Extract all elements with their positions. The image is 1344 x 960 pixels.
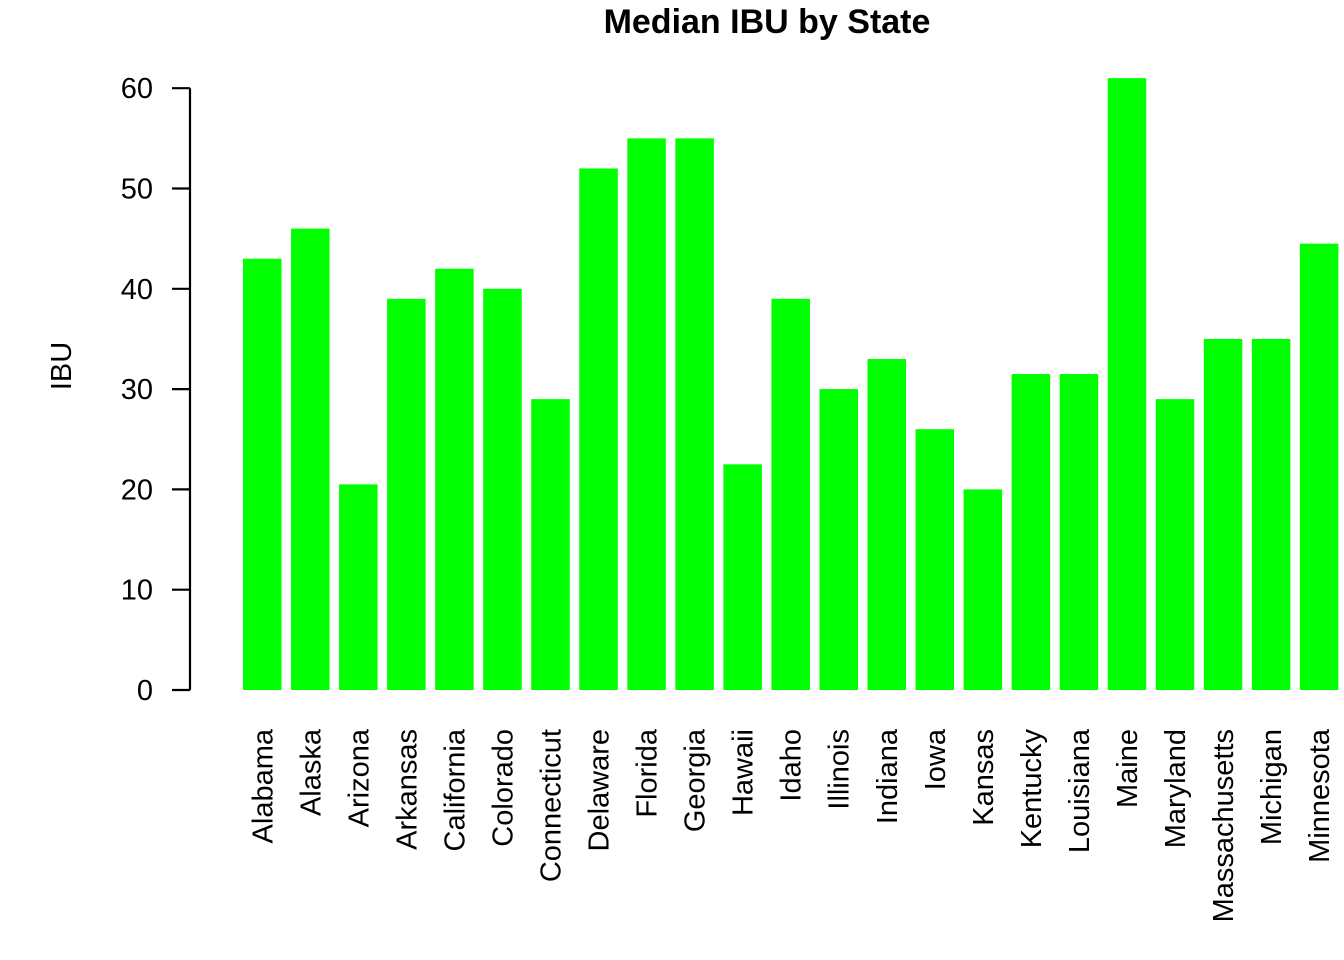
x-tick-label: Connecticut bbox=[535, 729, 567, 882]
bar-california bbox=[435, 268, 474, 690]
x-tick-label: Idaho bbox=[776, 729, 808, 802]
x-tick-label: Hawaii bbox=[728, 729, 760, 816]
bar-maine bbox=[1107, 78, 1147, 691]
y-tick-label: 10 bbox=[121, 575, 153, 607]
x-tick-label: Arkansas bbox=[391, 729, 423, 850]
x-tick-label: Alabama bbox=[247, 728, 279, 843]
x-tick-label: Georgia bbox=[680, 728, 712, 832]
x-tick-label: Iowa bbox=[920, 728, 952, 790]
bar-georgia bbox=[675, 138, 714, 691]
x-tick-label: Massachusetts bbox=[1208, 729, 1240, 922]
x-tick-labels: Alabama Alaska Arizona Arkansas California Co… bbox=[247, 728, 1336, 922]
y-tick-label: 20 bbox=[121, 474, 153, 506]
bar-arkansas bbox=[387, 298, 426, 690]
bar-kansas bbox=[963, 489, 1003, 690]
x-tick-label: Illinois bbox=[824, 729, 856, 810]
x-tick-label: Louisiana bbox=[1064, 728, 1096, 853]
bar-minnesota bbox=[1299, 243, 1339, 691]
bar-massachusetts bbox=[1203, 338, 1243, 690]
x-tick-label: Indiana bbox=[872, 728, 904, 824]
x-tick-label: Alaska bbox=[295, 728, 327, 816]
x-tick-label: Florida bbox=[632, 728, 664, 818]
x-tick-label: Kansas bbox=[968, 729, 1000, 826]
bar-louisiana bbox=[1059, 374, 1099, 690]
x-tick-label: Maine bbox=[1112, 729, 1144, 808]
x-tick-label: Minnesota bbox=[1304, 728, 1336, 863]
bar-connecticut bbox=[531, 399, 570, 690]
bar-arizona bbox=[339, 484, 378, 690]
bar-michigan bbox=[1251, 338, 1291, 690]
x-tick-label: Arizona bbox=[343, 728, 375, 827]
x-tick-label: Delaware bbox=[584, 729, 616, 852]
x-tick-label: Kentucky bbox=[1016, 729, 1048, 849]
y-tick-label: 0 bbox=[137, 675, 153, 707]
bar-maryland bbox=[1155, 399, 1195, 690]
bar-hawaii bbox=[723, 464, 762, 690]
bar-delaware bbox=[579, 168, 618, 690]
y-tick-label: 40 bbox=[121, 274, 153, 306]
x-tick-label: California bbox=[439, 728, 471, 851]
bar-colorado bbox=[483, 288, 522, 690]
bar-alabama bbox=[243, 258, 282, 690]
bar-kentucky bbox=[1011, 374, 1051, 690]
bar-illinois bbox=[819, 389, 858, 690]
bar-idaho bbox=[771, 298, 810, 690]
x-tick-label: Maryland bbox=[1160, 729, 1192, 848]
bars bbox=[243, 78, 1339, 691]
x-tick-label: Michigan bbox=[1256, 729, 1288, 845]
y-axis: 0 10 20 30 40 50 60 bbox=[121, 73, 192, 707]
x-tick-label: Colorado bbox=[487, 729, 519, 847]
y-tick-label: 60 bbox=[121, 73, 153, 105]
y-tick-label: 50 bbox=[121, 174, 153, 206]
bar-florida bbox=[627, 138, 666, 691]
y-tick-label: 30 bbox=[121, 374, 153, 406]
y-axis-label: IBU bbox=[46, 342, 78, 390]
bar-indiana bbox=[867, 359, 907, 690]
chart-title: Median IBU by State bbox=[604, 3, 931, 41]
bar-iowa bbox=[915, 429, 955, 690]
bar-alaska bbox=[291, 228, 330, 690]
